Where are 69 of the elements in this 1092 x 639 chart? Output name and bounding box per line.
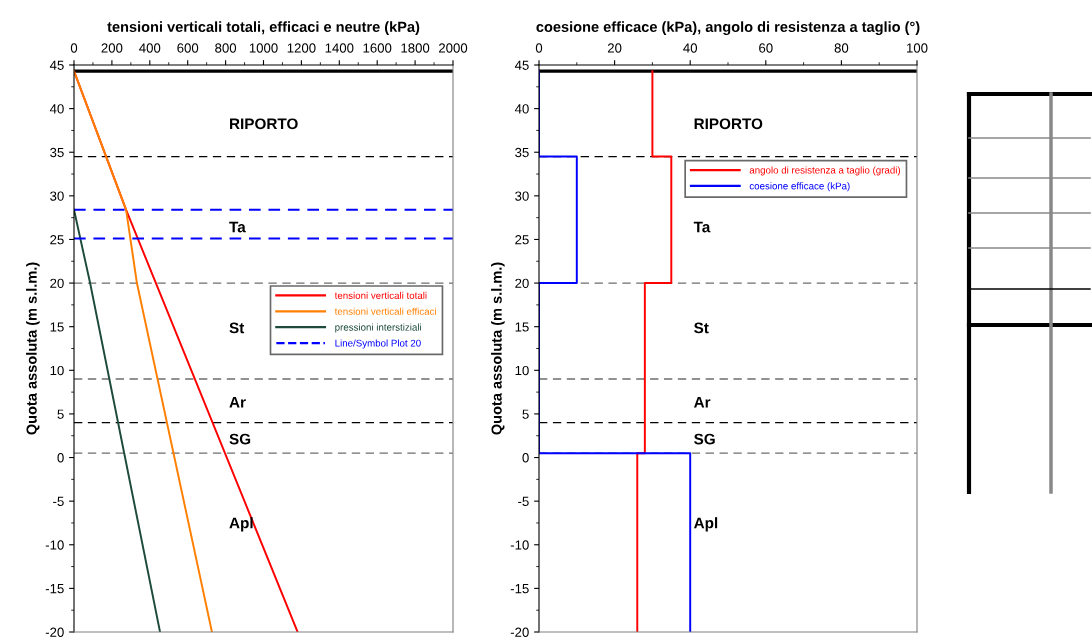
y-tick-label: 10 bbox=[50, 365, 64, 376]
annotation: RIPORTO bbox=[694, 118, 763, 130]
x-tick-label: 1200 bbox=[287, 43, 316, 53]
text: tensioni verticali totali bbox=[334, 291, 427, 299]
x-tick-label: 1600 bbox=[363, 43, 392, 53]
y-tick-label: -5 bbox=[53, 496, 64, 507]
y-tick-label: 45 bbox=[514, 60, 529, 70]
annotation: Ar bbox=[693, 396, 711, 408]
x-axis-title: tensioni verticali totali, efficaci e neutre (kPa) bbox=[107, 21, 420, 35]
x-axis-title: coesione efficace (kPa), angolo di resistenza a taglio (°) bbox=[536, 21, 920, 35]
y-axis-title: Quota assoluta (m s.l.m.) bbox=[26, 262, 40, 435]
y-tick-label: 15 bbox=[50, 322, 64, 332]
x-tick-label: 80 bbox=[834, 43, 849, 53]
annotation: St bbox=[229, 322, 245, 334]
annotation: RIPORTO bbox=[230, 118, 298, 130]
annotation: St bbox=[694, 322, 709, 334]
y-tick-label: -10 bbox=[45, 540, 64, 550]
annotation: SG bbox=[694, 433, 715, 445]
x-tick-label: 60 bbox=[759, 43, 773, 53]
annotation: Ta bbox=[229, 221, 246, 233]
x-tick-label: 1400 bbox=[325, 43, 354, 53]
y-tick-label: -10 bbox=[510, 540, 529, 550]
annotation: Ar bbox=[229, 396, 246, 408]
y-tick-label: 20 bbox=[515, 278, 529, 288]
y-tick-label: 0 bbox=[522, 453, 529, 463]
y-tick-label: 15 bbox=[515, 322, 529, 332]
line-series bbox=[74, 70, 213, 632]
y-tick-label: -15 bbox=[45, 584, 64, 594]
y-tick-label: 35 bbox=[50, 147, 64, 158]
y-tick-label: 5 bbox=[57, 409, 64, 419]
annotation: Apl bbox=[693, 517, 718, 532]
annotation: Apl bbox=[229, 517, 253, 532]
y-tick-label: 10 bbox=[515, 365, 529, 376]
y-tick-label: 35 bbox=[515, 147, 529, 158]
text: angolo di resistenza a taglio (gradi) bbox=[749, 166, 901, 176]
y-tick-label: 5 bbox=[522, 409, 529, 419]
y-tick-label: 40 bbox=[514, 104, 529, 114]
line-series bbox=[636, 70, 673, 632]
x-tick-label: 20 bbox=[607, 43, 622, 53]
x-tick-label: 100 bbox=[907, 43, 928, 53]
y-tick-label: 30 bbox=[50, 191, 64, 201]
x-tick-label: 2000 bbox=[438, 43, 468, 53]
x-tick-label: 1800 bbox=[401, 43, 430, 53]
y-tick-label: 40 bbox=[49, 104, 64, 114]
y-tick-label: 25 bbox=[515, 235, 529, 245]
y-tick-label: 25 bbox=[50, 235, 64, 245]
y-tick-label: 0 bbox=[57, 453, 64, 463]
text: pressioni interstiziali bbox=[335, 323, 422, 333]
text: coesione efficace (kPa) bbox=[749, 182, 850, 192]
annotation: SG bbox=[229, 433, 251, 445]
y-tick-label: -20 bbox=[45, 627, 64, 637]
y-tick-label: -15 bbox=[510, 584, 529, 594]
x-tick-label: 800 bbox=[215, 43, 237, 53]
x-tick-label: 0 bbox=[535, 43, 543, 53]
x-tick-label: 400 bbox=[139, 43, 161, 53]
y-tick-label: 20 bbox=[50, 278, 64, 288]
y-tick-label: 45 bbox=[49, 60, 64, 70]
y-tick-label: -20 bbox=[510, 627, 529, 637]
x-tick-label: 600 bbox=[177, 43, 199, 53]
x-tick-label: 0 bbox=[70, 43, 78, 53]
x-tick-label: 200 bbox=[101, 43, 123, 53]
x-tick-label: 40 bbox=[683, 43, 698, 53]
text: Line/Symbol Plot 20 bbox=[335, 339, 421, 349]
annotation: Ta bbox=[693, 221, 711, 233]
y-axis-title: Quota assoluta (m s.l.m.) bbox=[491, 262, 505, 435]
y-tick-label: 30 bbox=[515, 191, 529, 201]
text: tensioni verticali efficaci bbox=[334, 307, 436, 315]
y-tick-label: -5 bbox=[518, 496, 529, 507]
x-tick-label: 1000 bbox=[249, 43, 278, 53]
